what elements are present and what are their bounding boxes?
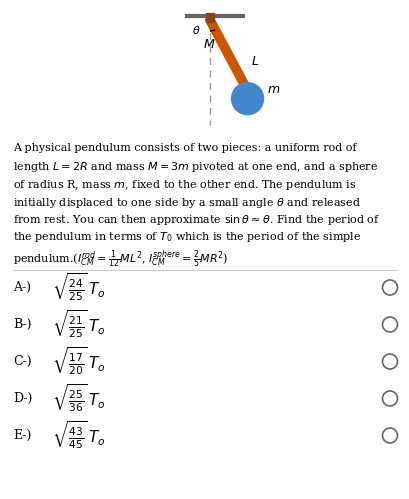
Text: $\sqrt{\frac{24}{25}}\,T_o$: $\sqrt{\frac{24}{25}}\,T_o$ bbox=[52, 272, 106, 303]
Text: E-): E-) bbox=[13, 429, 31, 442]
Text: B-): B-) bbox=[13, 318, 31, 331]
Text: $\sqrt{\frac{21}{25}}\,T_o$: $\sqrt{\frac{21}{25}}\,T_o$ bbox=[52, 309, 106, 340]
Text: $R$: $R$ bbox=[243, 96, 251, 108]
Text: D-): D-) bbox=[13, 392, 32, 405]
Text: C-): C-) bbox=[13, 355, 31, 368]
Text: pendulum.($I_{CM}^{rod} = \frac{1}{12}ML^2$, $I_{CM}^{sphere} = \frac{2}{5}MR^2$: pendulum.($I_{CM}^{rod} = \frac{1}{12}ML… bbox=[13, 248, 228, 270]
Text: from rest. You can then approximate $\sin\theta\approx\theta$. Find the period o: from rest. You can then approximate $\si… bbox=[13, 213, 380, 227]
Text: $\sqrt{\frac{17}{20}}\,T_o$: $\sqrt{\frac{17}{20}}\,T_o$ bbox=[52, 346, 106, 377]
Bar bbox=[205, 13, 213, 22]
Circle shape bbox=[231, 83, 263, 115]
Text: initially displaced to one side by a small angle $\theta$ and released: initially displaced to one side by a sma… bbox=[13, 196, 360, 210]
Text: $\sqrt{\frac{25}{36}}\,T_o$: $\sqrt{\frac{25}{36}}\,T_o$ bbox=[52, 383, 106, 414]
Text: of radius R, mass $m$, fixed to the other end. The pendulum is: of radius R, mass $m$, fixed to the othe… bbox=[13, 178, 356, 192]
Text: A-): A-) bbox=[13, 281, 31, 294]
Text: $L$: $L$ bbox=[250, 55, 258, 68]
Text: A physical pendulum consists of two pieces: a uniform rod of: A physical pendulum consists of two piec… bbox=[13, 143, 356, 153]
Text: $M$: $M$ bbox=[202, 38, 215, 51]
Text: $\theta$: $\theta$ bbox=[191, 24, 200, 36]
Text: length $L=2R$ and mass $M=3m$ pivoted at one end, and a sphere: length $L=2R$ and mass $M=3m$ pivoted at… bbox=[13, 161, 378, 175]
Text: $\sqrt{\frac{43}{45}}\,T_o$: $\sqrt{\frac{43}{45}}\,T_o$ bbox=[52, 420, 106, 451]
Text: the pendulum in terms of $T_0$ which is the period of the simple: the pendulum in terms of $T_0$ which is … bbox=[13, 231, 360, 245]
Text: $m$: $m$ bbox=[266, 83, 279, 96]
